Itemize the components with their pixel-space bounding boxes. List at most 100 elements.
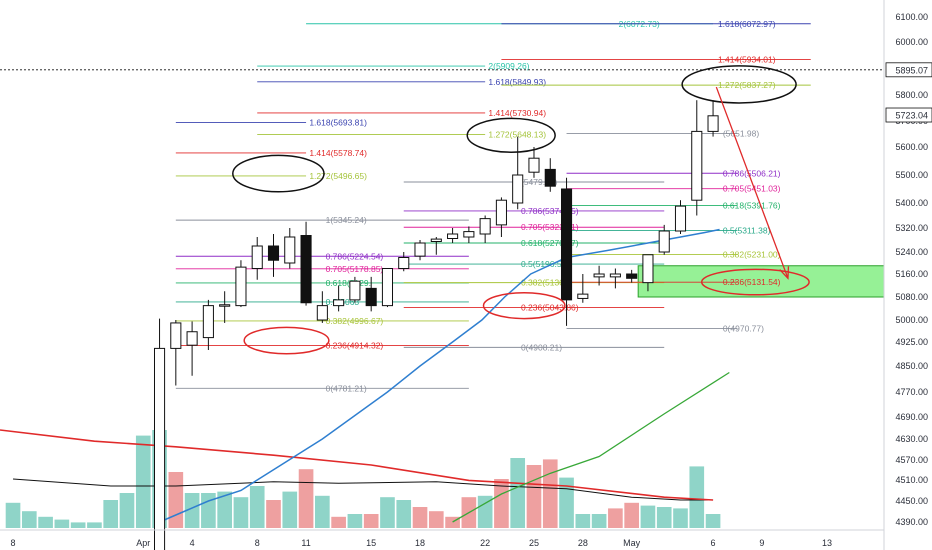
x-tick-label: 28 (578, 538, 588, 548)
y-tick-label: 5000.00 (895, 315, 928, 325)
volume-bar (249, 486, 265, 528)
volume-bar (298, 469, 314, 528)
y-tick-label: 4630.00 (895, 434, 928, 444)
fib-label: 0.705(5178.85) (326, 264, 384, 274)
volume-bar (184, 493, 200, 528)
fib-label: 1.618(6072.97) (718, 19, 776, 29)
y-tick-label: 6100.00 (895, 12, 928, 22)
volume-bar (608, 508, 623, 528)
volume-bar (510, 458, 526, 528)
y-tick-label: 4510.00 (895, 475, 928, 485)
ma-green-line (452, 371, 730, 523)
volume-bar (217, 491, 232, 528)
fib-label: 0.5(5196.54) (521, 259, 569, 269)
x-tick-label: Apr (136, 538, 150, 548)
fib-label: 1.414(5730.94) (488, 108, 546, 118)
candle-body (658, 230, 670, 253)
candle-body (691, 130, 703, 201)
candle-body (170, 322, 182, 349)
candle-body (609, 273, 621, 278)
fib-label: (5651.98) (723, 128, 760, 138)
volume-ma-line (12, 478, 714, 501)
fib-levels: 1.618(5693.81) 1.414(5578.74) 1.272(5496.6… (175, 19, 811, 393)
down-arrow (715, 86, 789, 279)
fib-label: 0.618(5129. (326, 278, 371, 288)
fib-label: 0.382(4996.67) (326, 316, 384, 326)
arrow-head (779, 266, 790, 280)
fib-label: 0.786(5374.65) (521, 206, 579, 216)
fib-label: 1.414(5578.74) (309, 148, 367, 158)
volume-bar (87, 522, 102, 528)
fib-label: 0.705(5451.03) (723, 184, 781, 194)
y-tick-label: 4570.00 (895, 455, 928, 465)
volume-bar (673, 508, 688, 528)
x-tick-label: 9 (759, 538, 764, 548)
candle-body (251, 245, 263, 269)
y-tick-label: 4925.00 (895, 337, 928, 347)
candle-body (430, 238, 442, 243)
fib-label: 1.618(5849.93) (488, 77, 546, 87)
x-tick-label: 11 (301, 538, 310, 548)
volume-bar (445, 516, 460, 528)
volume-bar (640, 505, 656, 528)
annotations (232, 65, 810, 355)
x-tick-label: 8 (11, 538, 16, 548)
fib-label: 0.236(5043.86) (521, 302, 579, 312)
volume-bar (412, 507, 428, 528)
candle-body (463, 231, 475, 238)
fib-label: (5479.47) (521, 177, 558, 187)
volume-bar (477, 495, 493, 528)
x-tick-label: 8 (255, 538, 260, 548)
x-tick-label: 4 (190, 538, 195, 548)
volume-bar (396, 500, 412, 528)
candle-body (479, 218, 491, 235)
volume-bar (559, 477, 574, 528)
volume-bar (380, 497, 395, 528)
y-tick-label: 4850.00 (895, 361, 928, 371)
fib-label: 1.272(5496.65) (309, 171, 367, 181)
volume-bar (591, 514, 607, 528)
y-tick-label: 5320.00 (895, 223, 928, 233)
volume-bar (315, 495, 330, 528)
volume-bar (656, 507, 672, 528)
y-tick-label: 5080.00 (895, 292, 928, 302)
candle-body (707, 115, 719, 132)
volume-bar (624, 502, 639, 528)
candle-body (267, 245, 280, 261)
y-tick-label: 5500.00 (895, 170, 928, 180)
candle-body (202, 305, 214, 339)
support-zone (637, 265, 885, 298)
x-tick-label: 6 (711, 538, 716, 548)
hand-drawn-circle (466, 117, 556, 153)
candle-body (642, 254, 654, 284)
candle-body (300, 235, 312, 304)
y-tick-label: 5800.00 (895, 90, 928, 100)
fib-label: 0.786(5224.54) (326, 251, 384, 261)
volume-bar (575, 514, 591, 528)
x-tick-label: 22 (480, 538, 490, 548)
hand-drawn-circle (681, 65, 797, 104)
y-tick-label: 5400.00 (895, 198, 928, 208)
volume-bar (21, 511, 37, 528)
hand-drawn-circle (243, 326, 330, 355)
fib-label: 0.786(5506.21) (723, 168, 781, 178)
fib-label: 0.236(4914.32) (326, 340, 384, 350)
volume-bar (103, 500, 119, 528)
volume-trend-line (0, 429, 714, 501)
volume-bar (70, 522, 86, 528)
hand-drawn-circle (700, 268, 810, 296)
fib-label: 0.236(5131.54) (723, 277, 781, 287)
fib-label: 0.5(5311.38) (723, 226, 771, 236)
y-tick-label: 6000.00 (895, 37, 928, 47)
fib-label: 0.618(5391.76) (723, 201, 781, 211)
price-axis-bg (884, 0, 932, 550)
candle-body (153, 347, 166, 550)
hand-drawn-circle (482, 291, 566, 320)
candles (153, 100, 719, 550)
volume-bar (266, 500, 281, 528)
fib-label: 0(4970.77) (723, 324, 764, 334)
price-label-box (885, 62, 932, 78)
fib-label: 0(4908.21) (521, 342, 562, 352)
candle-body (560, 188, 573, 301)
